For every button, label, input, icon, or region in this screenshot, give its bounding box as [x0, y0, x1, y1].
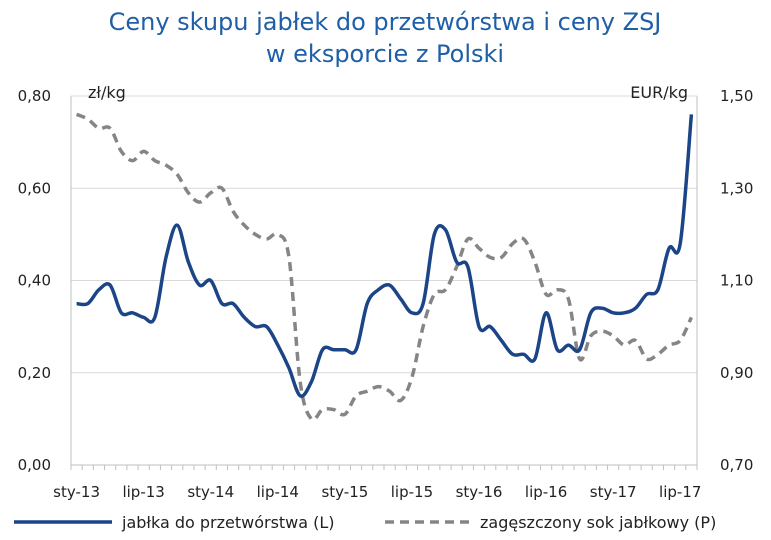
chart-title-line2: w eksporcie z Polski: [266, 40, 504, 68]
right-tick-label: 1,30: [720, 179, 753, 197]
left-tick-label: 0,40: [18, 272, 51, 290]
legend-label-sok: zagęszczony sok jabłkowy (P): [480, 513, 716, 532]
left-tick-label: 0,60: [18, 179, 51, 197]
series-lines: [75, 112, 694, 422]
gridlines: [71, 95, 697, 466]
x-tick-label: lip-16: [525, 483, 567, 501]
left-tick-label: 0,80: [18, 87, 51, 105]
x-axis-tick-labels: sty-13 lip-13 sty-14 lip-14 sty-15 lip-15 sty-…: [53, 483, 701, 501]
series-line-jablka: [76, 114, 694, 398]
right-tick-label: 0,90: [720, 364, 753, 382]
series-line-sok: [75, 112, 693, 422]
x-tick-label: sty-16: [456, 483, 503, 501]
x-tick-label: lip-13: [122, 483, 164, 501]
x-tick-label: lip-14: [257, 483, 299, 501]
left-tick-label: 0,00: [18, 456, 51, 474]
x-tick-label: sty-14: [187, 483, 234, 501]
x-tick-label: lip-15: [391, 483, 433, 501]
legend: jabłka do przetwórstwa (L) zagęszczony s…: [14, 513, 716, 532]
axes: [70, 96, 698, 470]
legend-label-jablka: jabłka do przetwórstwa (L): [121, 513, 335, 532]
x-tick-label: lip-17: [659, 483, 701, 501]
right-unit-label: EUR/kg: [630, 83, 688, 102]
left-axis-tick-labels: 0,00 0,20 0,40 0,60 0,80: [18, 87, 51, 474]
x-tick-label: sty-15: [321, 483, 368, 501]
right-axis-tick-labels: 0,70 0,90 1,10 1,30 1,50: [720, 87, 753, 474]
x-tick-label: sty-17: [590, 483, 637, 501]
right-tick-label: 1,10: [720, 272, 753, 290]
chart-title-line1: Ceny skupu jabłek do przetwórstwa i ceny…: [109, 8, 662, 36]
x-tick-label: sty-13: [53, 483, 100, 501]
left-unit-label: zł/kg: [88, 83, 126, 102]
right-tick-label: 1,50: [720, 87, 753, 105]
right-tick-label: 0,70: [720, 456, 753, 474]
left-tick-label: 0,20: [18, 364, 51, 382]
